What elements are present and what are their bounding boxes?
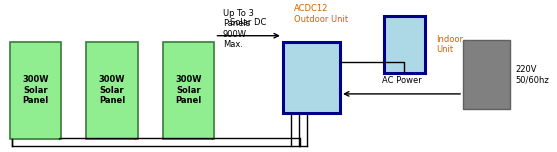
Bar [9,42,61,139]
Text: ACDC12
Outdoor Unit: ACDC12 Outdoor Unit [294,4,348,24]
Bar [384,16,425,73]
Text: 300W
Solar
Panel: 300W Solar Panel [22,75,49,105]
Text: AC Power: AC Power [382,76,422,85]
Text: Up To 3
Panels
900W
Max.: Up To 3 Panels 900W Max. [223,9,253,49]
Text: 300W
Solar
Panel: 300W Solar Panel [175,75,202,105]
Text: Indoor
Unit: Indoor Unit [436,35,463,54]
Bar [163,42,214,139]
Text: Solar DC: Solar DC [231,18,267,27]
Bar [86,42,138,139]
Text: 220V
50/60hz: 220V 50/60hz [515,65,549,84]
Text: 300W
Solar
Panel: 300W Solar Panel [99,75,125,105]
Bar [283,42,340,113]
Bar [463,40,510,109]
